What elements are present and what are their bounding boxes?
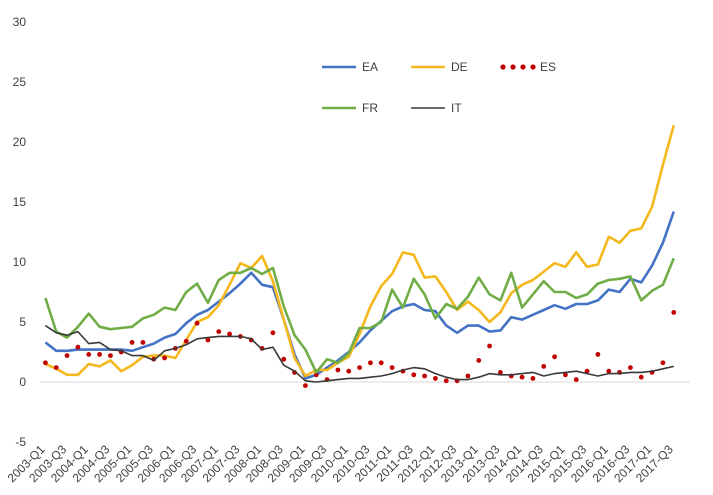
series-es-point [595, 352, 601, 357]
legend-item-it: IT [411, 101, 462, 115]
legend-item-fr: FR [322, 101, 378, 115]
series-fr-line [44, 257, 675, 374]
legend-swatch-es [520, 64, 526, 70]
series-es-point [183, 338, 189, 344]
series-es-point [411, 372, 417, 378]
y-tick-label: 5 [19, 315, 26, 329]
legend-label-de: DE [451, 60, 468, 74]
legend-swatch-es [530, 64, 536, 70]
series-es-point [476, 358, 482, 363]
series-es-point [86, 352, 92, 357]
series-es-point [552, 354, 557, 360]
x-axis-ticks: 2003-Q12003-Q32004-Q12004-Q32005-Q12005-… [5, 442, 676, 485]
series-es-point [335, 367, 341, 373]
series-es-point [140, 340, 146, 345]
series-es-point [194, 320, 200, 326]
series-es-point [541, 364, 547, 369]
series-es-point [671, 310, 677, 315]
legend-item-ea: EA [322, 60, 378, 74]
legend-label-fr: FR [362, 101, 378, 115]
legend-label-es: ES [540, 60, 556, 74]
y-tick-label: 15 [13, 195, 27, 209]
series-es-point [281, 356, 287, 362]
series-es-point [75, 344, 81, 350]
series-es-point [465, 373, 471, 379]
series-es-point [313, 372, 319, 378]
y-axis-ticks: -5 0 5 10 15 20 25 30 [13, 15, 27, 449]
y-tick-label: 0 [19, 375, 26, 389]
series-ea-line [44, 211, 675, 380]
legend-item-de: DE [411, 60, 468, 74]
series-es-point [443, 378, 449, 384]
y-tick-label: 25 [13, 75, 27, 89]
series-es-point [422, 373, 427, 379]
series-es-point [573, 377, 579, 382]
series-es-point [227, 331, 232, 337]
series-es-point [487, 343, 492, 349]
series-es-point [606, 368, 612, 374]
series-de-line [44, 124, 676, 378]
series-es-point [270, 330, 276, 336]
legend-label-ea: EA [362, 60, 378, 74]
series-es-point [129, 340, 135, 345]
series-es-point [530, 376, 536, 381]
series-es-point [638, 374, 644, 380]
series-es-point [216, 329, 222, 334]
series-es-point [389, 365, 395, 370]
series-es-point [346, 368, 352, 374]
legend: EA DE ES FR IT [322, 60, 556, 115]
series-es-point [303, 383, 308, 388]
series-layer [43, 124, 677, 388]
series-es-point [108, 353, 113, 358]
series-es-point [378, 360, 384, 366]
series-es-point [433, 376, 438, 381]
series-es-point [519, 374, 525, 380]
series-es-point [43, 360, 48, 366]
y-tick-label: 20 [13, 135, 27, 149]
series-es-point [357, 365, 362, 370]
series-es-point [205, 337, 211, 343]
series-es-point [53, 365, 59, 370]
series-es-point [64, 353, 70, 358]
series-es-point [628, 365, 633, 370]
legend-label-it: IT [451, 101, 462, 115]
series-es-point [162, 355, 167, 361]
series-es-point [584, 368, 590, 374]
series-es-point [97, 352, 102, 357]
y-tick-label: 10 [13, 255, 27, 269]
y-tick-label: -5 [15, 435, 26, 449]
y-tick-label: 30 [13, 15, 27, 29]
series-it-line [44, 324, 674, 383]
series-es-point [563, 372, 568, 378]
legend-swatch-es [500, 64, 506, 70]
series-es-point [660, 360, 666, 366]
series-es-point [368, 360, 373, 366]
legend-item-es: ES [500, 60, 556, 74]
series-es-point [498, 370, 503, 375]
legend-swatch-es [510, 64, 516, 70]
